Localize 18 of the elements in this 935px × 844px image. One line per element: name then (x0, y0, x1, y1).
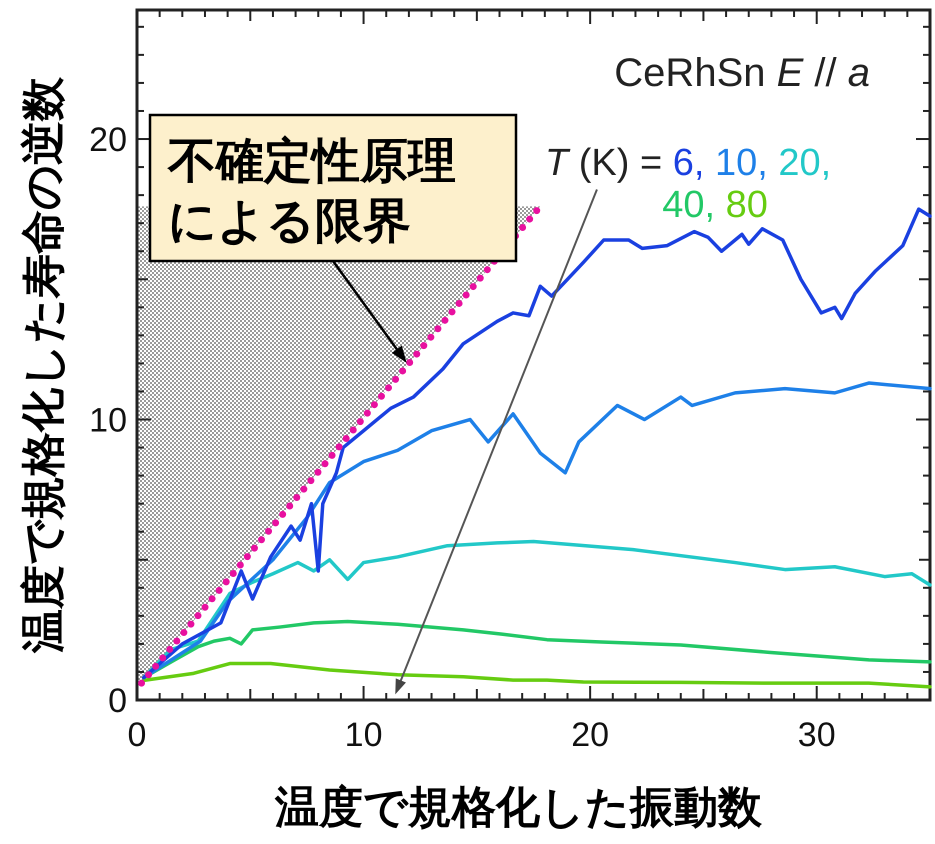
text: CeRhSn E // a (614, 51, 870, 95)
line-series (142, 662, 932, 689)
text: 40, (662, 184, 716, 226)
annotation: 不確定性原理による限界 (148, 114, 518, 363)
x-axis-title: 温度で規格化した振動数 (274, 783, 763, 832)
text: 80 (726, 184, 768, 226)
y-axis-title: 温度で規格化した寿命の逆数 (19, 76, 68, 654)
legend-title: T (K) = (545, 142, 673, 184)
text: 10, (715, 142, 768, 184)
y-tick-label: 10 (89, 402, 127, 440)
annotation: 不確定性原理による限界 (167, 135, 456, 248)
x-tick-label: 30 (798, 716, 836, 754)
text: 20, (778, 142, 832, 184)
y-tick-label: 0 (108, 682, 127, 720)
x-tick-label: 10 (344, 716, 382, 754)
y-tick-label: 20 (89, 121, 127, 160)
series-label: 6, (672, 142, 704, 184)
x-tick-label: 20 (571, 716, 610, 754)
